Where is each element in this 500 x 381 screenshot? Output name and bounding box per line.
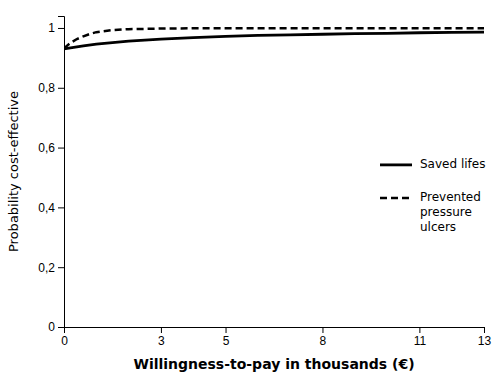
y-tick: 0,2 — [38, 261, 64, 275]
y-tick: 0,4 — [38, 201, 64, 215]
legend: Saved lifes Preventedpressureulcers — [380, 157, 485, 234]
y-tick-mark — [58, 267, 64, 268]
series-line — [64, 28, 484, 48]
y-tick: 0 — [48, 320, 64, 334]
legend-swatch — [380, 197, 412, 200]
y-tick-mark — [58, 327, 64, 328]
chart: 0 3 5 8 11 13 0 0,2 0,4 0,6 0,8 1 Willingness-to-pay… — [0, 0, 500, 381]
y-tick-label: 0,2 — [38, 261, 55, 275]
legend-label-line: ulcers — [420, 220, 456, 234]
y-axis: 0 0,2 0,4 0,6 0,8 1 — [38, 17, 64, 335]
y-tick: 1 — [48, 21, 64, 35]
y-tick-label: 0,8 — [38, 81, 55, 95]
x-tick: 13 — [478, 327, 492, 348]
x-axis-line — [65, 328, 485, 334]
y-tick-mark — [58, 28, 64, 29]
x-tick-mark — [226, 327, 227, 333]
plot-area — [64, 28, 484, 49]
y-tick: 0,6 — [38, 141, 64, 155]
x-tick-mark — [322, 327, 323, 333]
legend-entry: Preventedpressureulcers — [380, 190, 481, 234]
x-tick-label: 3 — [158, 334, 165, 348]
y-tick-mark — [58, 148, 64, 149]
legend-swatch — [380, 163, 412, 166]
y-tick-label: 0 — [48, 320, 55, 334]
x-axis-title: Willingness-to-pay in thousands (€) — [133, 356, 414, 372]
x-tick-mark — [161, 327, 162, 333]
x-tick: 0 — [61, 327, 68, 348]
y-axis-line — [58, 17, 65, 328]
y-tick-mark — [58, 207, 64, 208]
y-tick: 0,8 — [38, 81, 64, 95]
series-line — [64, 32, 484, 49]
legend-label: Preventedpressureulcers — [420, 190, 481, 234]
y-tick-label: 1 — [48, 21, 55, 35]
x-axis: 0 3 5 8 11 13 — [61, 327, 491, 348]
legend-label-line: pressure — [420, 205, 472, 219]
legend-label: Saved lifes — [420, 157, 485, 171]
x-tick-label: 13 — [478, 334, 492, 348]
x-tick-label: 5 — [223, 334, 230, 348]
y-tick-mark — [58, 88, 64, 89]
x-tick-label: 8 — [320, 334, 327, 348]
x-tick: 3 — [158, 327, 165, 348]
y-tick-label: 0,6 — [38, 141, 55, 155]
legend-entry: Saved lifes — [380, 157, 485, 171]
x-tick: 11 — [414, 327, 427, 348]
legend-label-line: Prevented — [420, 190, 481, 204]
x-tick-label: 0 — [61, 334, 68, 348]
y-axis-title: Probability cost-effective — [6, 91, 21, 252]
y-tick-label: 0,4 — [38, 201, 55, 215]
legend-label-line: Saved lifes — [420, 157, 485, 171]
x-tick: 8 — [320, 327, 327, 348]
x-tick-mark — [419, 327, 420, 333]
x-tick-mark — [484, 327, 485, 333]
x-tick-label: 11 — [414, 334, 427, 348]
x-tick: 5 — [223, 327, 230, 348]
